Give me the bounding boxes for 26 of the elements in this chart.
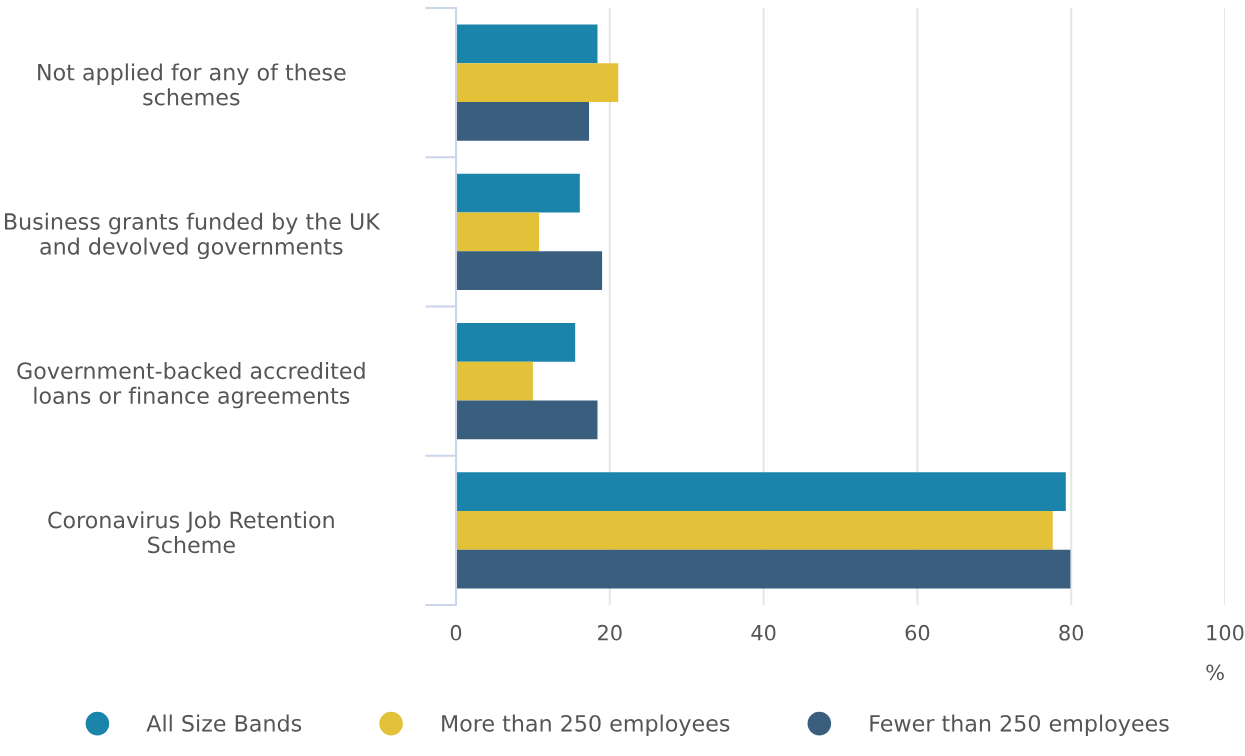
x-tick-label: 40 <box>751 624 776 641</box>
bar <box>456 102 590 141</box>
x-tick-label: 20 <box>598 624 622 641</box>
y-tick-label: Government-backed accredited loans or finance agreements <box>17 361 365 409</box>
y-tick-label: Not applied for any of these schemes <box>38 63 346 106</box>
y-tick-label: Coronavirus Job Retention Scheme <box>48 511 334 554</box>
bar <box>456 24 598 64</box>
y-tick-label: Business grants funded by the UK and devolved governments <box>5 212 381 260</box>
bar <box>456 322 576 362</box>
x-tick-label: 100 <box>1207 624 1244 641</box>
bar <box>456 63 619 103</box>
bar <box>456 173 580 213</box>
x-tick-label: 80 <box>1059 624 1084 641</box>
legend-label: More than 250 employees <box>442 714 730 736</box>
bar <box>456 251 603 291</box>
bar <box>456 361 533 401</box>
x-axis-title: % <box>1206 664 1224 681</box>
x-tick-label: 60 <box>905 624 930 641</box>
x-tick-label: 0 <box>450 624 462 641</box>
bar <box>456 549 1071 589</box>
bar <box>456 510 1053 550</box>
bar <box>456 400 598 440</box>
bar <box>456 212 540 252</box>
legend-label: All Size Bands <box>146 714 302 732</box>
bar <box>456 472 1066 511</box>
legend-label: Fewer than 250 employees <box>870 714 1169 736</box>
